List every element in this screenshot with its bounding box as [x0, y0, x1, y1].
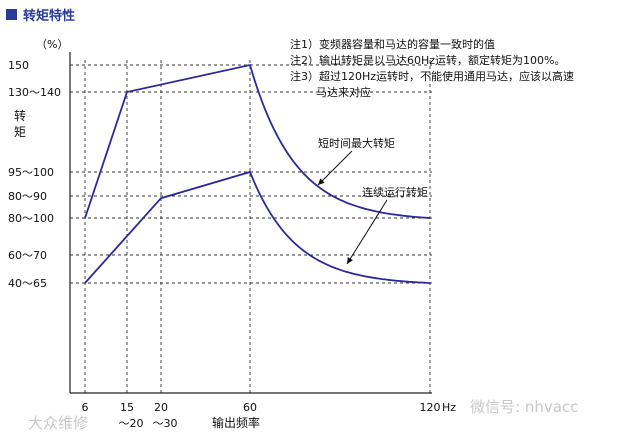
y-tick-label: 150: [8, 59, 29, 72]
title-square-icon: [6, 8, 17, 20]
series-layer: [84, 63, 431, 284]
x-tick-label: 6: [82, 401, 89, 414]
y-axis-title-char: 矩: [14, 125, 26, 139]
y-tick-label: 80～100: [8, 212, 54, 225]
axes: [69, 52, 432, 394]
x-axis-title: 输出频率: [212, 415, 260, 430]
x-tick-sublabel: ～30: [153, 417, 178, 430]
watermark-left: 大众维修: [28, 414, 88, 432]
tick-labels: 40～65 60～70 80～100 80～90 95～100 130～140 150 （%）…: [8, 38, 456, 430]
series-line-1: [84, 63, 431, 219]
grid-lines: [70, 60, 432, 393]
x-tick-label: 20: [154, 401, 168, 414]
x-tick-sublabel: ～20: [119, 417, 144, 430]
y-tick-label: 40～65: [8, 277, 47, 290]
x-tick-label: 15: [120, 401, 134, 414]
x-tick-label: 120: [420, 401, 441, 414]
note-line: 马达来对应: [316, 85, 371, 99]
x-tick-label: 60: [243, 401, 257, 414]
y-axis-title: 转矩: [14, 108, 26, 139]
series-label: 短时间最大转矩: [318, 136, 395, 150]
y-tick-label: 60～70: [8, 249, 47, 262]
leader-line: [346, 199, 388, 265]
series-line-2: [84, 170, 431, 284]
leader-arrowhead: [347, 257, 353, 264]
leader-arrowhead: [318, 178, 325, 185]
y-tick-label: 95～100: [8, 166, 54, 179]
leader-line: [317, 150, 353, 186]
chart-title: 转矩特性: [23, 8, 76, 24]
y-tick-label: 80～90: [8, 190, 47, 203]
watermark-right: 微信号: nhvacc: [470, 398, 578, 416]
note-line: 注3）超过120Hz运转时，不能使用通用马达，应该以高速: [290, 69, 574, 83]
y-axis-title-char: 转: [14, 108, 26, 123]
y-unit-label: （%）: [36, 38, 68, 51]
chart-header: 转矩特性: [6, 4, 75, 24]
note-line: 注2）输出转矩是以马达60Hz运转，额定转矩为100%。: [290, 53, 566, 67]
note-line: 注1）变频器容量和马达的容量一致时的值: [290, 37, 495, 51]
series-label: 连续运行转矩: [362, 185, 428, 199]
y-tick-label: 130～140: [8, 86, 61, 99]
x-unit-label: Hz: [442, 401, 456, 414]
